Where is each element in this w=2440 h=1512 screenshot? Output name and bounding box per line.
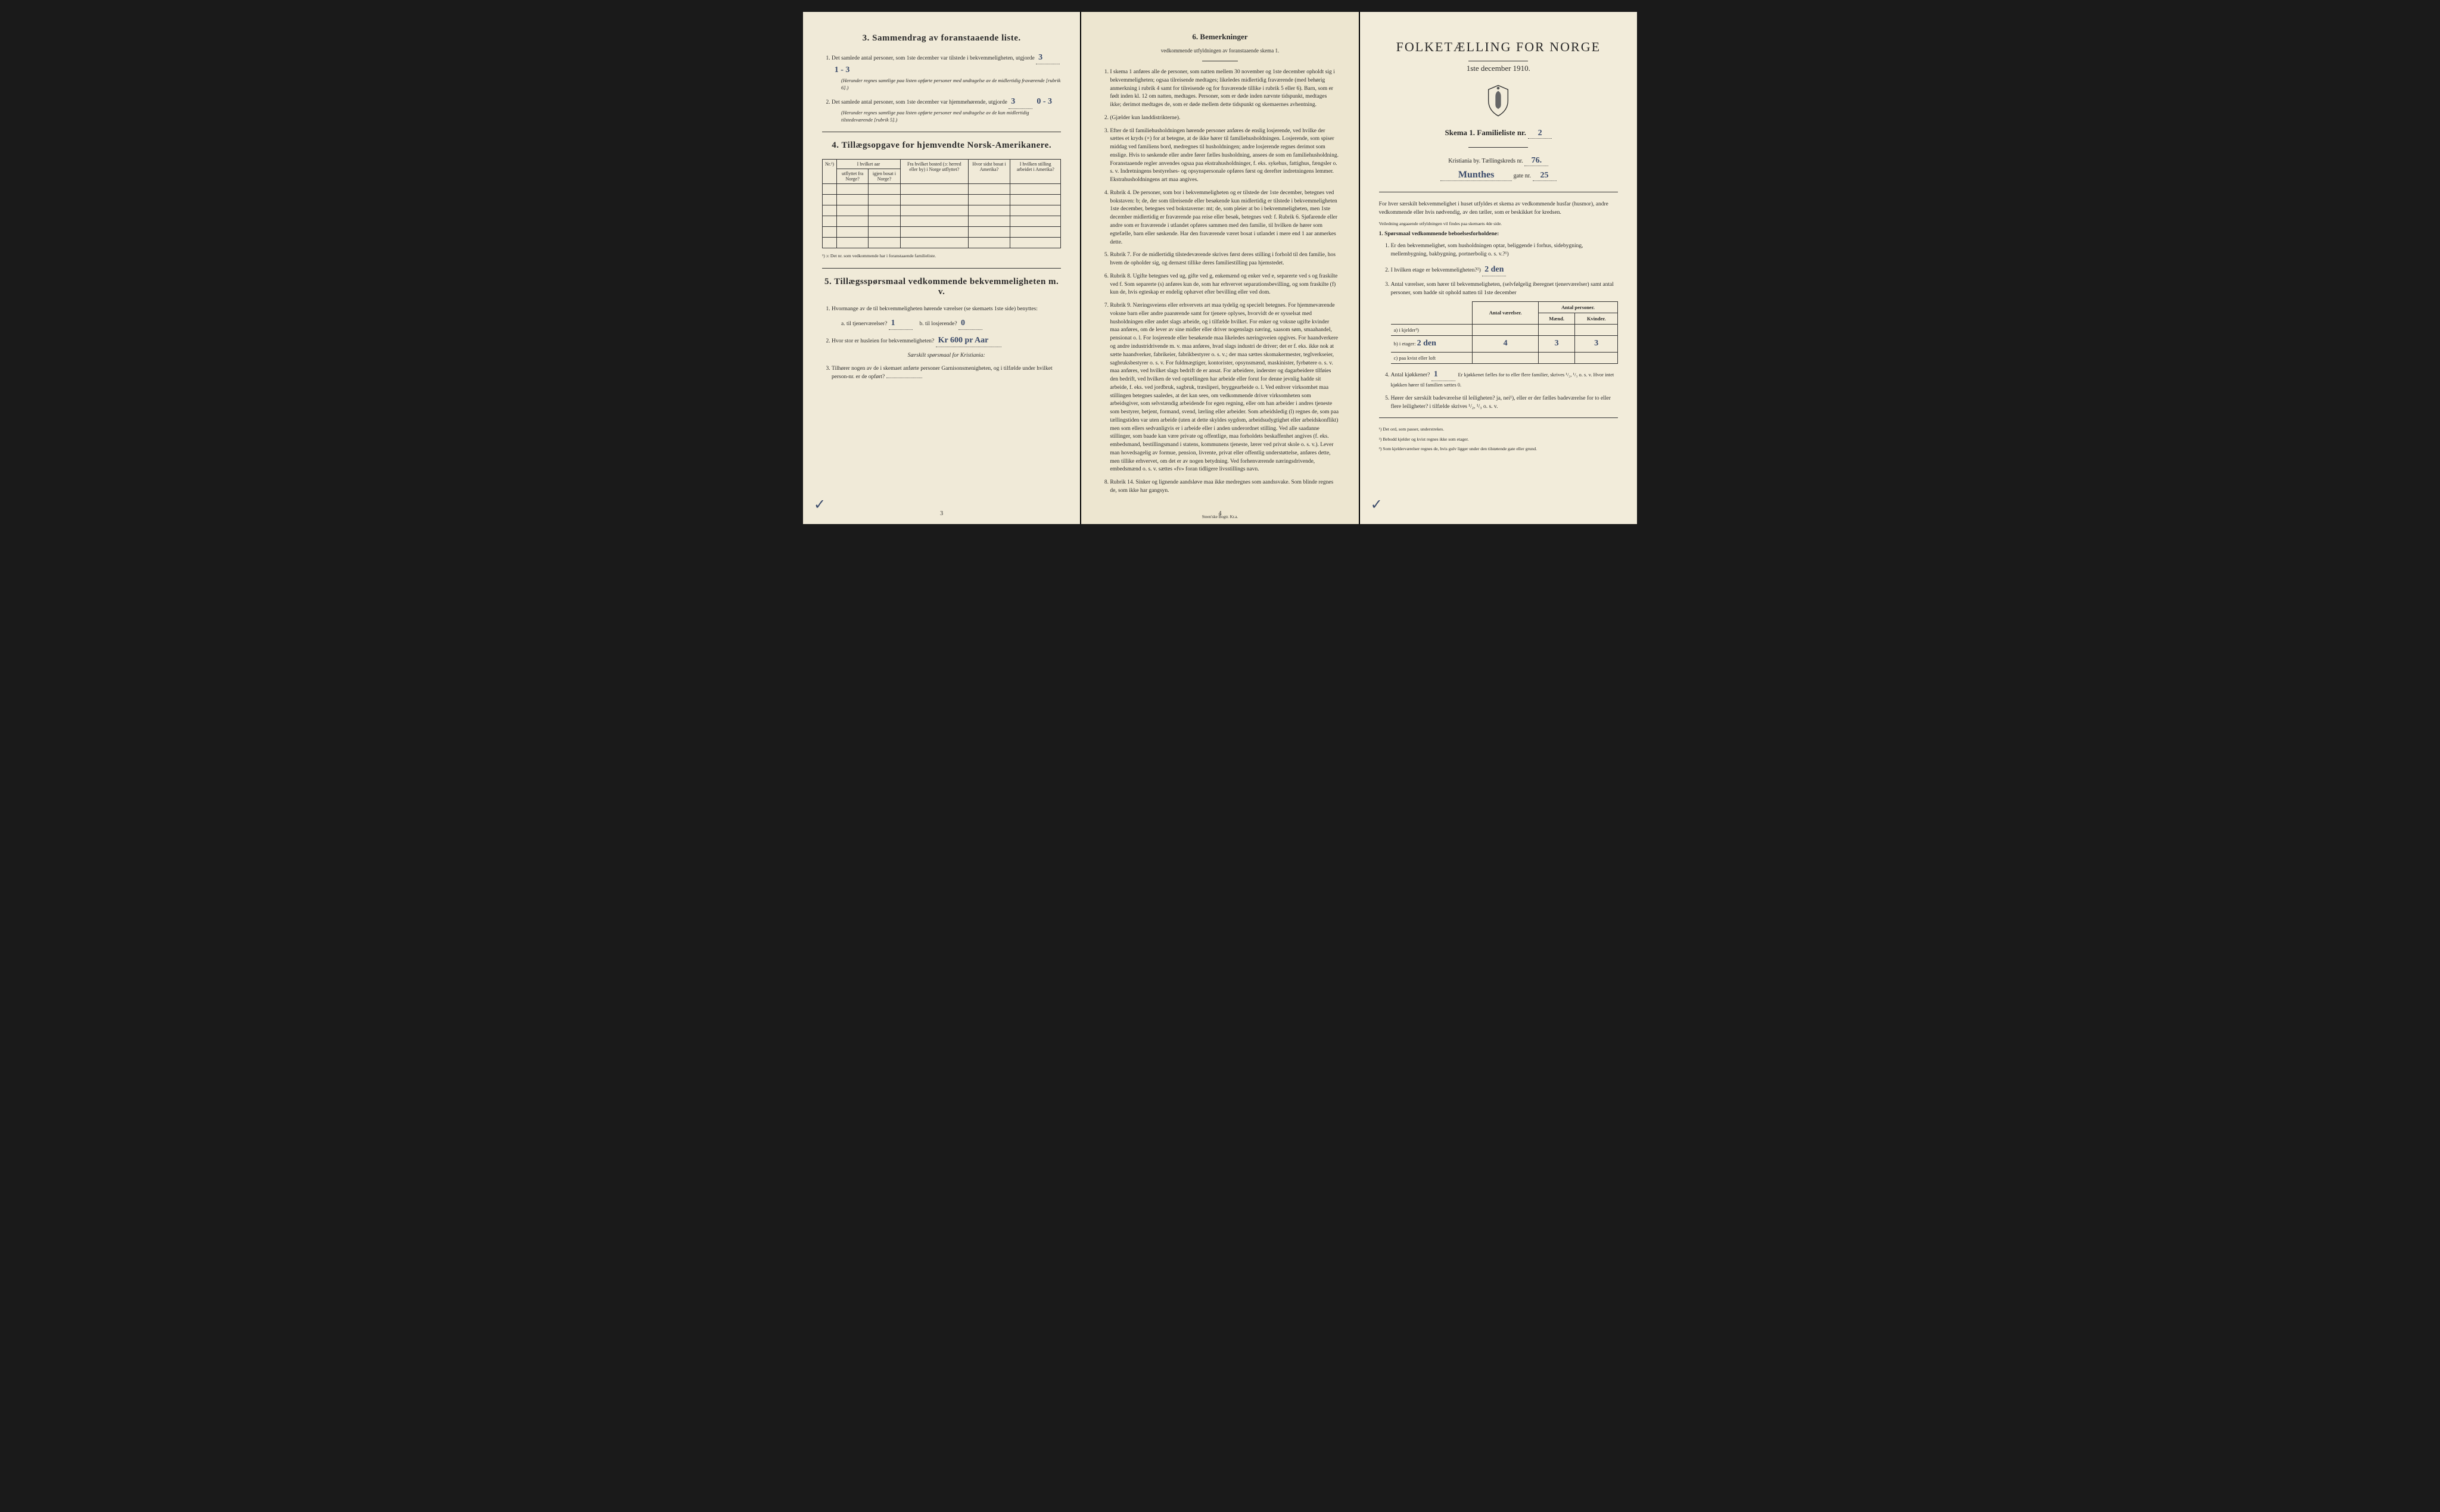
sec6-i3: Efter de til familiehusholdningen hørend… bbox=[1110, 127, 1339, 185]
sec6-i2: (Gjælder kun landdistrikterne). bbox=[1110, 114, 1339, 123]
th-aar: I hvilket aar bbox=[837, 160, 901, 169]
sec3-item1: Det samlede antal personer, som 1ste dec… bbox=[832, 52, 1061, 91]
sec3-note2: (Herunder regnes samtlige paa listen opf… bbox=[841, 109, 1061, 124]
sec3-title: 3. Sammendrag av foranstaaende liste. bbox=[822, 33, 1061, 43]
q3: Antal værelser, som hører til bekvemmeli… bbox=[1391, 281, 1618, 364]
page-num: 3 bbox=[940, 510, 943, 517]
q2-val: 2 den bbox=[1482, 264, 1506, 276]
fn3: ³) Som kjelderværelser regnes de, hvis g… bbox=[1379, 446, 1618, 453]
street-name: Munthes bbox=[1440, 170, 1512, 181]
q5: Hører der særskilt badeværelse til leili… bbox=[1391, 395, 1618, 411]
census-document: 3. Sammendrag av foranstaaende liste. De… bbox=[803, 12, 1637, 524]
panel-right: FOLKETÆLLING FOR NORGE 1ste december 191… bbox=[1360, 12, 1637, 524]
sec6-i8: Rubrik 14. Sinker og lignende aandsløve … bbox=[1110, 479, 1339, 495]
street-num: 25 bbox=[1533, 171, 1557, 181]
sec3-val2: 3 bbox=[1009, 96, 1032, 108]
kvinder-val: 3 bbox=[1575, 336, 1618, 352]
panel-left: 3. Sammendrag av foranstaaende liste. De… bbox=[803, 12, 1080, 524]
sec5-val1a: 1 bbox=[889, 317, 913, 330]
kreds-line: Kristiania by. Tællingskreds nr. 76. bbox=[1379, 156, 1618, 166]
sec6-subtitle: vedkommende utfyldningen av foranstaaend… bbox=[1100, 48, 1339, 54]
divider bbox=[822, 268, 1061, 269]
sec4-footnote: ¹) ɔ: Det nr. som vedkommende har i fora… bbox=[822, 253, 1061, 260]
sec6-i4: Rubrik 4. De personer, som bor i bekvemm… bbox=[1110, 189, 1339, 247]
q1: Er den bekvemmelighet, som husholdningen… bbox=[1391, 242, 1618, 259]
rooms-table: Antal værelser. Antal personer. Mænd. Kv… bbox=[1391, 301, 1618, 364]
sec4-title: 4. Tillægsopgave for hjemvendte Norsk-Am… bbox=[822, 141, 1061, 151]
coat-of-arms-icon bbox=[1484, 84, 1512, 117]
sec6-list: I skema 1 anføres alle de personer, som … bbox=[1100, 68, 1339, 495]
divider bbox=[1468, 147, 1528, 148]
sec3-item2: Det samlede antal personer, som 1ste dec… bbox=[832, 96, 1061, 123]
q4: Antal kjøkkener? 1 Er kjøkkenet fælles f… bbox=[1391, 369, 1618, 390]
sec5-val2: Kr 600 pr Aar bbox=[936, 335, 1001, 347]
fn2: ²) Bebodd kjelder og kvist regnes ikke s… bbox=[1379, 437, 1618, 443]
intro-text: For hver særskilt bekvemmelighet i huset… bbox=[1379, 201, 1618, 217]
th-nr: Nr.¹) bbox=[823, 160, 837, 184]
intro-note: Veiledning angaaende utfyldningen vil fi… bbox=[1379, 221, 1618, 227]
date-line: 1ste december 1910. bbox=[1379, 64, 1618, 73]
skema-line: Skema 1. Familieliste nr. 2 bbox=[1379, 128, 1618, 139]
printer-mark: Steen'ske Bogtr. Kr.a. bbox=[1202, 515, 1238, 519]
right-questions: Er den bekvemmelighet, som husholdningen… bbox=[1379, 242, 1618, 411]
q2: I hvilken etage er bekvemmeligheten?²) 2… bbox=[1391, 264, 1618, 276]
th-bosted: Fra hvilket bosted (ɔ: herred eller by) … bbox=[900, 160, 968, 184]
sec4-table: Nr.¹) I hvilket aar Fra hvilket bosted (… bbox=[822, 159, 1061, 248]
sec5-subtitle: Særskilt spørsmaal for Kristiania: bbox=[832, 352, 1061, 360]
th-stilling: I hvilken stilling arbeidet i Amerika? bbox=[1010, 160, 1061, 184]
checkmark-icon: ✓ bbox=[814, 496, 826, 513]
sec5-item1: Hvormange av de til bekvemmeligheten hør… bbox=[832, 305, 1061, 330]
sec6-i1: I skema 1 anføres alle de personer, som … bbox=[1110, 68, 1339, 110]
skema-val: 2 bbox=[1528, 129, 1552, 139]
sec5-item3: Tilhører nogen av de i skemaet anførte p… bbox=[832, 365, 1061, 382]
sec6-i7: Rubrik 9. Næringsveiens eller erhvervets… bbox=[1110, 302, 1339, 474]
sec6-title: 6. Bemerkninger bbox=[1100, 32, 1339, 42]
panel-middle: 6. Bemerkninger vedkommende utfyldningen… bbox=[1081, 12, 1358, 524]
sec5-title: 5. Tillægsspørsmaal vedkommende bekvemme… bbox=[822, 277, 1061, 297]
divider bbox=[1379, 417, 1618, 418]
sec3-val1b: 1 - 3 bbox=[835, 66, 850, 74]
rooms-val: 4 bbox=[1473, 336, 1538, 352]
th-bosat: igjen bosat i Norge? bbox=[869, 169, 901, 184]
kreds-val: 76. bbox=[1524, 156, 1548, 166]
sec3-list: Det samlede antal personer, som 1ste dec… bbox=[822, 52, 1061, 123]
sec5-val1b: 0 bbox=[958, 317, 982, 330]
main-title: FOLKETÆLLING FOR NORGE bbox=[1379, 39, 1618, 55]
sec5-list: Hvormange av de til bekvemmeligheten hør… bbox=[822, 305, 1061, 382]
th-sidst: Hvor sidst bosat i Amerika? bbox=[968, 160, 1010, 184]
sec1-title: 1. Spørsmaal vedkommende beboelsesforhol… bbox=[1379, 230, 1618, 239]
q4-val: 1 bbox=[1431, 369, 1455, 381]
rooms-val2: 3 bbox=[1538, 336, 1575, 352]
fn1: ¹) Det ord, som passer, understrekes. bbox=[1379, 426, 1618, 433]
sec3-val2b: 0 - 3 bbox=[1037, 97, 1052, 106]
checkmark-icon: ✓ bbox=[1371, 496, 1383, 513]
sec3-val1: 3 bbox=[1036, 52, 1060, 64]
sec5-item2: Hvor stor er husleien for bekvemmelighet… bbox=[832, 335, 1061, 360]
sec6-i6: Rubrik 8. Ugifte betegnes ved ug, gifte … bbox=[1110, 273, 1339, 297]
th-utflyttet: utflyttet fra Norge? bbox=[837, 169, 869, 184]
sec3-note1: (Herunder regnes samtlige paa listen opf… bbox=[841, 77, 1061, 92]
sec6-i5: Rubrik 7. For de midlertidig tilstedevær… bbox=[1110, 251, 1339, 268]
street-line: Munthes gate nr. 25 bbox=[1379, 170, 1618, 181]
